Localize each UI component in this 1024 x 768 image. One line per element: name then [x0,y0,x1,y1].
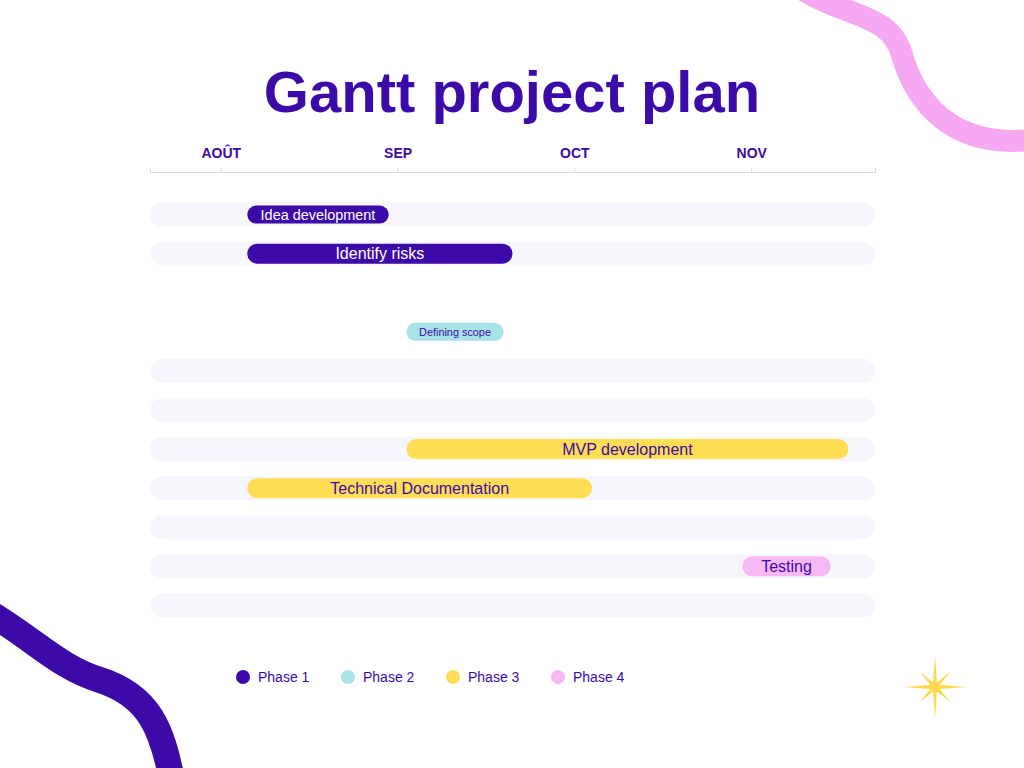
decorations [0,0,1024,768]
task-bar [742,556,830,576]
row-track [150,242,875,266]
squiggle-indigo [0,612,172,768]
tick: AOÛT [201,144,241,172]
tick: SEP [384,145,412,172]
tick-label: OCT [560,145,590,161]
task-bar [247,244,512,264]
axis-line [151,168,876,173]
legend-item: Phase 1 [236,669,310,685]
legend-label: Phase 1 [258,669,310,685]
task-bar [247,478,592,498]
row-tracks [150,203,875,618]
tick-mark [751,168,752,172]
legend-label: Phase 4 [573,669,625,685]
legend-item: Phase 2 [341,669,415,685]
row-track [150,359,875,383]
row-track [150,476,875,500]
legend-swatch [236,670,250,684]
legend-swatch [341,670,355,684]
tick-label: AOÛT [201,144,241,161]
bars [247,206,848,577]
legend-label: Phase 3 [468,669,520,685]
row-track [150,593,875,617]
task-label: Identify risks [335,245,424,262]
row-track [150,203,875,227]
task-label: Defining scope [419,326,491,338]
task-label: MVP development [562,441,693,458]
task-bar [247,206,388,224]
gantt-chart: Gantt project plan AOÛT SEP OCT NOV Idea deve… [0,0,1024,768]
tick-label: NOV [737,145,768,161]
tick-mark [398,168,399,172]
task-label: Testing [761,558,812,575]
tick-mark [221,168,222,172]
task-label: Idea development [261,207,376,223]
task-bar [406,439,848,459]
legend-swatch [446,670,460,684]
squiggle-pink [800,0,1024,141]
row-track [150,554,875,578]
star [903,655,967,719]
tick-mark [574,168,575,172]
legend-swatch [551,670,565,684]
legend: Phase 1 Phase 2 Phase 3 Phase 4 [236,669,625,685]
row-track [150,515,875,539]
tick: OCT [560,145,590,172]
title: Gantt project plan [264,59,760,124]
task-label: Technical Documentation [330,480,509,497]
legend-label: Phase 2 [363,669,415,685]
legend-item: Phase 3 [446,669,520,685]
row-track [150,437,875,461]
x-axis: AOÛT SEP OCT NOV [151,144,876,173]
tick-label: SEP [384,145,412,161]
legend-item: Phase 4 [551,669,625,685]
tick: NOV [737,145,768,172]
bar-labels: Idea development Identify risks Defining s… [261,207,812,575]
row-track [150,398,875,422]
task-bar [406,323,503,341]
